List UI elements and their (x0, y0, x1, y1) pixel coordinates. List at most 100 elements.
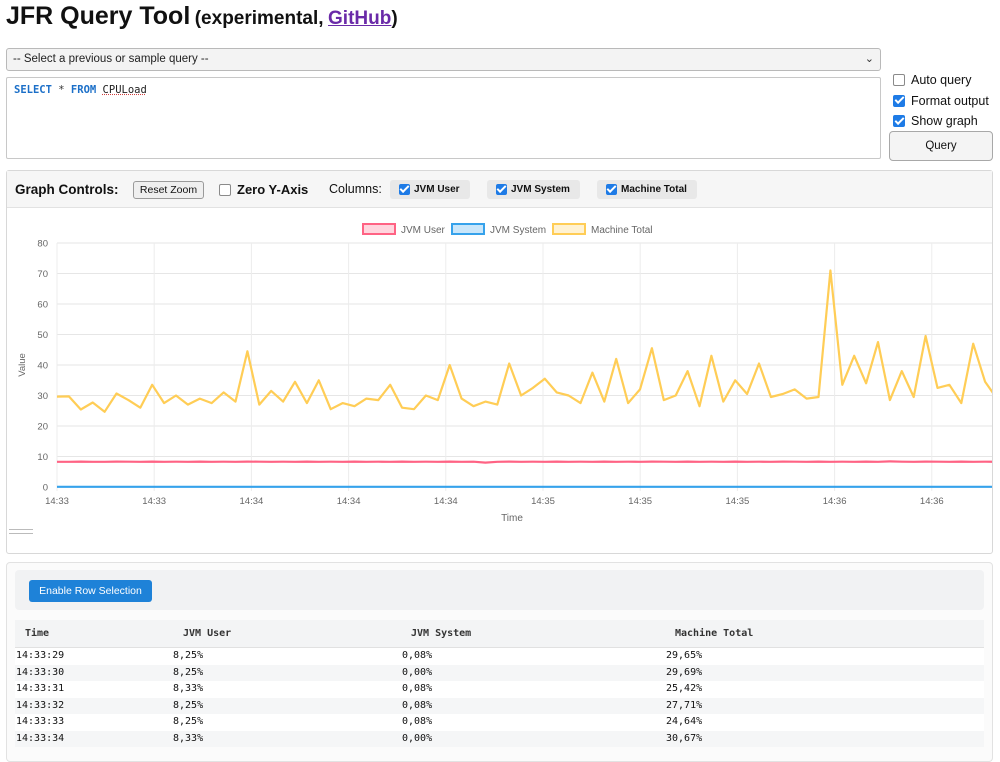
show-graph-option[interactable]: Show graph (893, 111, 998, 132)
x-tick-label: 14:36 (920, 496, 944, 507)
y-tick-label: 70 (37, 269, 48, 280)
query-button[interactable]: Query (889, 131, 993, 161)
y-tick-label: 10 (37, 452, 48, 463)
series-line (57, 460, 992, 464)
column-header-time[interactable]: Time (25, 628, 50, 639)
table-body: 14:33:29 8,25% 0,08% 29,65% 14:33:30 8,25% 0,0… (15, 648, 984, 747)
table-cell: 30,67% (666, 732, 703, 744)
title-subtitle-close: ) (391, 8, 398, 29)
x-tick-label: 14:33 (45, 496, 69, 507)
x-tick-label: 14:35 (531, 496, 555, 507)
series-line (56, 269, 992, 413)
chevron-down-icon: ⌄ (864, 53, 874, 65)
query-options: Auto query Format output Show graph (893, 70, 998, 132)
github-link[interactable]: GitHub (328, 8, 392, 29)
table-cell: 29,65% (666, 650, 703, 661)
column-header-machine-total[interactable]: Machine Total (675, 628, 754, 639)
column-header-jvm-system[interactable]: JVM System (411, 628, 472, 639)
zero-y-axis-toggle[interactable]: Zero Y-Axis (219, 182, 308, 197)
title-subtitle-open: (experimental, (194, 8, 324, 29)
machine-total-checkbox[interactable] (606, 184, 617, 195)
table-row[interactable]: 14:33:31 8,33% 0,08% 25,42% (15, 681, 984, 698)
query-star: * (58, 84, 65, 96)
table-cell: 0,00% (402, 666, 433, 678)
table-row[interactable]: 14:33:34 8,33% 0,00% 30,67% (15, 730, 984, 747)
query-keyword-from: FROM (70, 84, 97, 96)
table-cell: 27,71% (666, 699, 703, 711)
table-cell: 14:33:29 (16, 650, 65, 661)
jvm-user-checkbox[interactable] (399, 184, 410, 195)
auto-query-label: Auto query (911, 73, 972, 88)
cpu-load-chart[interactable]: 0 10 20 30 40 50 60 70 80 14:33 14:33 14:34 14:34 14:… (7, 209, 992, 529)
auto-query-checkbox[interactable] (893, 74, 905, 87)
y-tick-label: 60 (37, 300, 48, 311)
resize-handle[interactable] (9, 529, 33, 534)
graph-panel: Graph Controls: Reset Zoom Zero Y-Axis C… (6, 170, 993, 554)
column-header-jvm-user[interactable]: JVM User (183, 628, 232, 639)
jvm-user-column-label: JVM User (414, 184, 460, 195)
column-toggle-jvm-user[interactable]: JVM User (390, 180, 470, 199)
table-cell: 14:33:34 (16, 732, 65, 744)
y-axis-title: Value (17, 353, 28, 377)
zero-y-axis-label: Zero Y-Axis (237, 182, 309, 197)
table-cell: 8,25% (173, 716, 204, 727)
table-cell: 0,08% (402, 650, 433, 661)
x-tick-label: 14:34 (337, 496, 361, 507)
format-output-checkbox[interactable] (893, 94, 905, 107)
x-tick-label: 14:36 (823, 496, 847, 507)
column-toggle-jvm-system[interactable]: JVM System (487, 180, 580, 199)
enable-row-selection-button[interactable]: Enable Row Selection (29, 580, 152, 602)
jvm-system-checkbox[interactable] (496, 184, 507, 195)
table-cell: 8,25% (173, 666, 204, 678)
results-toolbar: Enable Row Selection (15, 570, 984, 610)
y-tick-label: 0 (43, 483, 48, 494)
format-output-option[interactable]: Format output (893, 91, 998, 112)
table-cell: 14:33:33 (16, 716, 65, 727)
table-cell: 0,08% (402, 716, 433, 727)
sample-query-select-value: -- Select a previous or sample query -- (13, 53, 209, 65)
table-cell: 8,25% (173, 699, 204, 711)
x-axis-title: Time (501, 513, 523, 524)
table-cell: 25,42% (666, 683, 703, 694)
app-title: JFR Query Tool (6, 2, 191, 30)
table-cell: 0,00% (402, 732, 433, 744)
format-output-label: Format output (911, 93, 989, 108)
table-row[interactable]: 14:33:32 8,25% 0,08% 27,71% (15, 697, 984, 714)
show-graph-checkbox[interactable] (893, 115, 905, 128)
machine-total-column-label: Machine Total (621, 184, 687, 195)
legend-swatch (552, 223, 586, 235)
legend-label: Machine Total (591, 225, 653, 236)
graph-controls-title: Graph Controls: (15, 182, 119, 197)
table-row[interactable]: 14:33:29 8,25% 0,08% 29,65% (15, 648, 984, 665)
columns-label: Columns: (329, 182, 382, 196)
table-row[interactable]: 14:33:30 8,25% 0,00% 29,69% (15, 664, 984, 681)
y-tick-label: 20 (37, 422, 48, 433)
jvm-system-column-label: JVM System (511, 184, 570, 195)
results-panel: Enable Row Selection Time JVM User JVM S… (6, 562, 993, 762)
table-cell: 24,64% (666, 716, 703, 727)
column-toggle-machine-total[interactable]: Machine Total (597, 180, 697, 199)
zero-y-axis-checkbox[interactable] (219, 183, 231, 196)
table-row[interactable]: 14:33:33 8,25% 0,08% 24,64% (15, 714, 984, 731)
table-cell: 14:33:31 (16, 683, 65, 694)
query-editor[interactable]: SELECT * FROM CPULoad (6, 77, 881, 159)
legend-swatch (362, 223, 396, 235)
table-cell: 8,33% (173, 683, 204, 694)
sample-query-select[interactable]: -- Select a previous or sample query -- … (6, 48, 881, 71)
graph-controls: Graph Controls: Reset Zoom Zero Y-Axis C… (7, 171, 992, 208)
table-header: Time JVM User JVM System Machine Total (15, 620, 984, 648)
x-tick-label: 14:35 (726, 496, 750, 507)
y-tick-label: 80 (37, 239, 48, 250)
x-tick-label: 14:33 (142, 496, 166, 507)
reset-zoom-button[interactable]: Reset Zoom (133, 181, 204, 199)
table-cell: 8,25% (173, 650, 204, 661)
auto-query-option[interactable]: Auto query (893, 70, 998, 91)
table-cell: 0,08% (402, 699, 433, 711)
x-tick-label: 14:34 (434, 496, 458, 507)
results-table: Time JVM User JVM System Machine Total 1… (15, 620, 984, 747)
query-keyword-select: SELECT (14, 84, 52, 96)
table-cell: 29,69% (666, 666, 703, 678)
x-tick-label: 14:35 (628, 496, 652, 507)
legend-label: JVM User (401, 225, 446, 236)
table-cell: 14:33:30 (16, 666, 65, 678)
